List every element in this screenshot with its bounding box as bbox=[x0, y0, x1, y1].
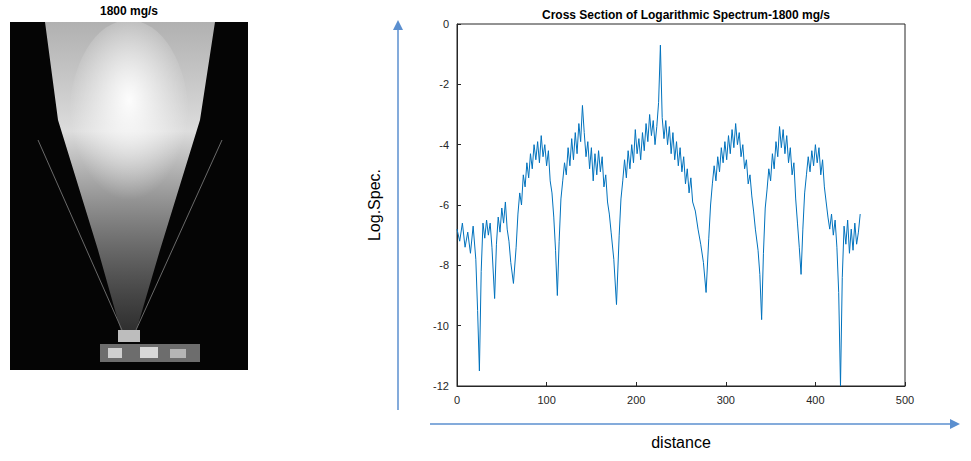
svg-text:300: 300 bbox=[717, 394, 735, 406]
svg-text:-4: -4 bbox=[439, 139, 449, 151]
svg-text:100: 100 bbox=[537, 394, 555, 406]
svg-text:Cross Section of Logarithmic S: Cross Section of Logarithmic Spectrum-18… bbox=[542, 8, 830, 22]
svg-text:Log.Spec.: Log.Spec. bbox=[366, 169, 383, 241]
svg-text:400: 400 bbox=[806, 394, 824, 406]
svg-text:distance: distance bbox=[651, 434, 711, 451]
svg-text:-8: -8 bbox=[439, 259, 449, 271]
svg-text:-12: -12 bbox=[433, 380, 449, 392]
svg-text:-2: -2 bbox=[439, 78, 449, 90]
svg-text:1800 mg/s: 1800 mg/s bbox=[100, 4, 158, 18]
svg-text:0: 0 bbox=[443, 18, 449, 30]
svg-text:0: 0 bbox=[454, 394, 460, 406]
svg-text:500: 500 bbox=[896, 394, 914, 406]
svg-text:-6: -6 bbox=[439, 199, 449, 211]
svg-text:200: 200 bbox=[627, 394, 645, 406]
svg-text:-10: -10 bbox=[433, 320, 449, 332]
